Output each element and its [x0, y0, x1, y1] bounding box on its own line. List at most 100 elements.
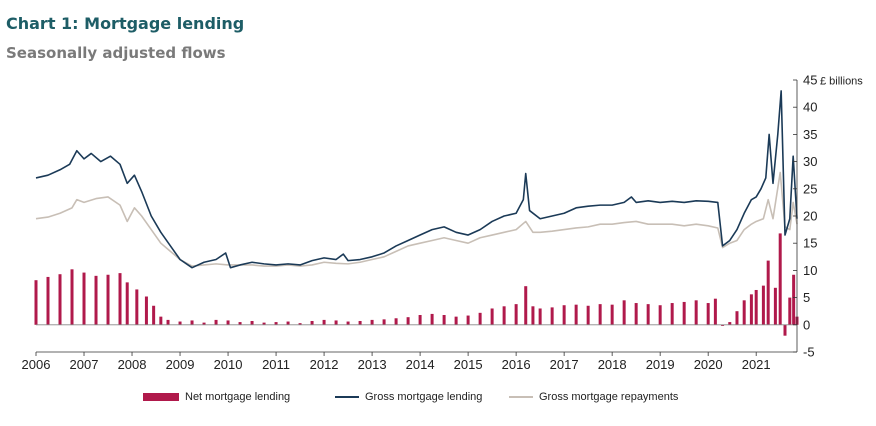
- x-axis: 2006 2007 2008 2009 2010 2011 2012 2013 2014 2015…: [22, 351, 797, 372]
- net-lending-bar: [478, 312, 482, 325]
- net-lending-bar: [754, 289, 758, 325]
- net-lending-bar: [346, 321, 350, 325]
- net-lending-bar: [106, 274, 110, 325]
- y-tick-label: 25: [803, 181, 817, 196]
- net-lending-bar: [70, 269, 74, 325]
- net-lending-bar: [721, 324, 725, 326]
- net-lending-bar: [34, 280, 38, 325]
- legend-swatch-gross: [335, 396, 359, 398]
- legend-label-net: Net mortgage lending: [185, 391, 291, 403]
- net-lending-bar: [152, 305, 156, 325]
- net-lending-bar: [418, 315, 422, 325]
- x-tick-label: 2006: [22, 357, 51, 372]
- net-lending-bar: [502, 306, 506, 325]
- net-lending-bar: [586, 305, 590, 325]
- net-lending-bar: [394, 318, 398, 325]
- legend-label-gross: Gross mortgage lending: [365, 391, 483, 403]
- x-tick-label: 2018: [598, 357, 627, 372]
- net-lending-bar: [634, 303, 638, 325]
- net-lending-bar: [550, 307, 554, 325]
- net-lending-bar: [358, 320, 362, 325]
- net-lending-bar: [310, 320, 314, 325]
- x-tick-label: 2013: [358, 357, 387, 372]
- x-tick-label: 2009: [166, 357, 195, 372]
- net-lending-bar: [766, 260, 770, 325]
- net-lending-bar: [238, 322, 242, 325]
- x-tick-label: 2019: [646, 357, 675, 372]
- net-lending-bar: [646, 304, 650, 325]
- net-lending-bar: [778, 233, 782, 325]
- y-unit-label: £ billions: [820, 76, 863, 88]
- net-lending-bar: [749, 294, 753, 325]
- gross-lending-line: [35, 90, 798, 269]
- net-lending-bar: [735, 311, 739, 325]
- net-lending-bar: [562, 305, 566, 325]
- net-lending-bar: [610, 304, 614, 325]
- net-lending-bar: [531, 306, 535, 325]
- chart-legend: Net mortgage lending Gross mortgage lend…: [0, 391, 876, 411]
- legend-item-gross: Gross mortgage lending: [335, 391, 482, 403]
- x-tick-label: 2014: [406, 357, 435, 372]
- net-lending-bar: [46, 276, 50, 325]
- net-lending-bar: [406, 317, 410, 325]
- net-lending-bar: [214, 319, 218, 325]
- gross-repayments-line: [35, 171, 798, 267]
- y-tick-label: 45: [803, 73, 817, 88]
- x-tick-label: 2015: [454, 357, 483, 372]
- net-lending-bar: [178, 321, 182, 325]
- net-lending-bar: [82, 272, 86, 325]
- net-lending-bar: [430, 313, 434, 325]
- x-tick-label: 2017: [550, 357, 579, 372]
- net-lending-bar: [706, 303, 710, 325]
- net-lending-bar: [226, 320, 230, 325]
- y-axis: -5 0 5 10 15 20 25 30 35 40 45 £ billions: [793, 73, 863, 360]
- net-lending-bar: [792, 274, 796, 325]
- net-lending-bar: [682, 301, 686, 325]
- x-tick-label: 2007: [70, 357, 99, 372]
- net-lending-bar: [322, 319, 326, 325]
- y-tick-label: 10: [803, 263, 817, 278]
- net-lending-bar: [382, 319, 386, 325]
- y-tick-label: 35: [803, 127, 817, 142]
- x-tick-label: 2011: [262, 357, 290, 372]
- net-lending-bar: [250, 320, 254, 325]
- net-lending-bar: [713, 298, 717, 325]
- net-lending-bar: [658, 305, 662, 325]
- net-lending-bar: [118, 273, 122, 325]
- net-lending-bar: [538, 308, 542, 325]
- legend-item-repay: Gross mortgage repayments: [509, 391, 678, 403]
- net-lending-bar: [742, 300, 746, 325]
- net-lending-bar: [144, 296, 148, 325]
- net-lending-bar: [286, 321, 290, 325]
- chart-title: Chart 1: Mortgage lending: [6, 14, 245, 33]
- y-tick-label: 15: [803, 236, 817, 251]
- legend-swatch-repay: [509, 396, 533, 398]
- net-lending-bar: [670, 303, 674, 325]
- net-lending-bar: [94, 275, 98, 325]
- net-lending-bar: [166, 319, 170, 325]
- x-tick-label: 2016: [502, 357, 531, 372]
- net-lending-bar: [788, 297, 792, 325]
- net-lending-bar: [454, 316, 458, 325]
- net-lending-bar: [773, 287, 777, 325]
- net-lending-bar: [298, 323, 302, 325]
- net-lending-bar: [490, 308, 494, 325]
- y-tick-label: 5: [803, 290, 810, 305]
- net-lending-bar: [274, 322, 278, 325]
- legend-label-repay: Gross mortgage repayments: [539, 391, 679, 403]
- x-tick-label: 2020: [694, 357, 723, 372]
- net-lending-bar: [783, 324, 787, 336]
- y-tick-label: -5: [803, 345, 815, 360]
- net-lending-bar: [524, 286, 528, 325]
- legend-item-net: Net mortgage lending: [143, 391, 290, 403]
- y-tick-label: 40: [803, 100, 817, 115]
- net-lending-bar: [514, 304, 518, 325]
- chart-canvas: 2006 2007 2008 2009 2010 2011 2012 2013 2014 2015…: [22, 73, 864, 373]
- net-lending-bar: [334, 320, 338, 325]
- net-lending-bar: [202, 322, 206, 325]
- y-tick-label: 30: [803, 154, 817, 169]
- net-lending-bar: [190, 320, 194, 325]
- y-tick-label: 0: [803, 317, 810, 332]
- net-lending-bar: [370, 319, 374, 325]
- net-lending-bar: [135, 289, 139, 325]
